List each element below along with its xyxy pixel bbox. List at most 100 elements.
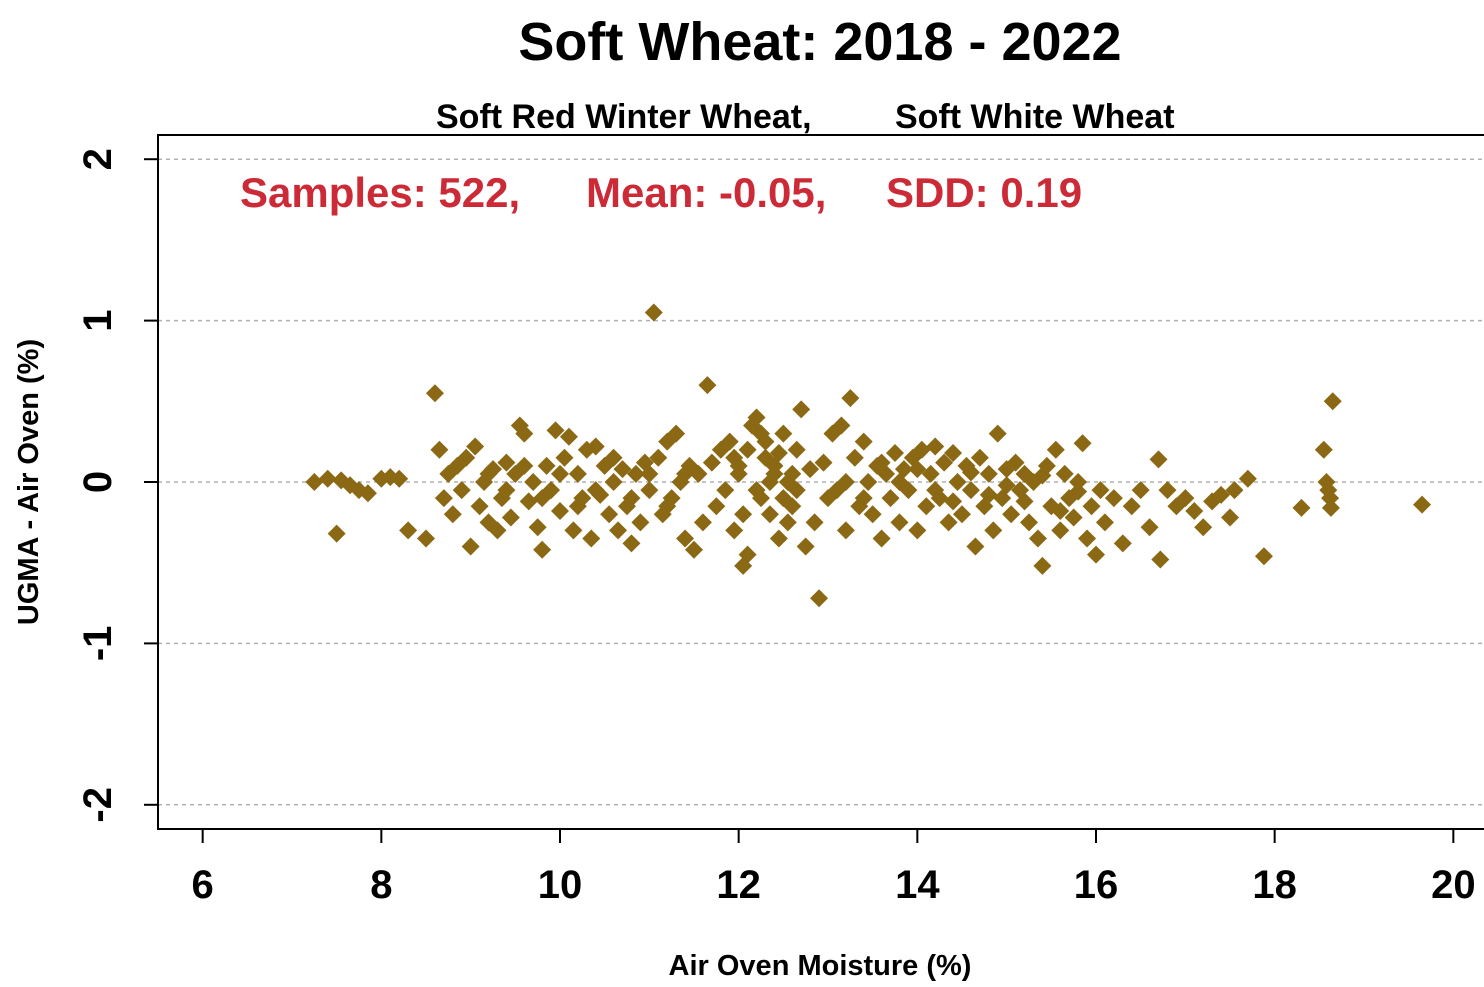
data-point — [586, 481, 605, 500]
stats-annotation: Samples: 522, Mean: -0.05, SDD: 0.19 — [240, 169, 1082, 216]
x-axis-label: Air Oven Moisture (%) — [669, 950, 972, 982]
data-point — [1095, 513, 1114, 532]
data-point — [537, 456, 556, 475]
data-point — [1104, 489, 1123, 508]
stats-sdd: SDD: 0.19 — [886, 169, 1082, 216]
x-tick-label: 16 — [1074, 863, 1119, 907]
data-point — [979, 485, 998, 504]
data-point — [1082, 497, 1101, 516]
data-point — [854, 489, 873, 508]
data-point — [1028, 529, 1047, 548]
data-point — [752, 424, 770, 443]
data-point — [515, 456, 534, 475]
data-point — [769, 529, 788, 548]
data-point — [917, 497, 936, 516]
data-point — [881, 489, 900, 508]
data-point — [1158, 481, 1177, 500]
data-point — [872, 529, 891, 548]
data-point — [810, 589, 829, 608]
data-point — [1046, 440, 1065, 459]
data-point — [604, 473, 623, 491]
data-point — [430, 440, 449, 459]
data-point — [693, 513, 712, 532]
data-point — [1151, 550, 1170, 569]
data-point — [997, 476, 1016, 495]
data-point — [640, 464, 659, 483]
data-point — [832, 416, 851, 435]
data-point — [854, 432, 873, 451]
data-point — [551, 502, 569, 521]
y-tick-label: -1 — [76, 626, 120, 662]
data-point — [716, 481, 735, 500]
data-point — [1020, 513, 1038, 532]
y-axis-ticks: -2 -1 0 1 2 — [76, 148, 158, 823]
data-point — [988, 424, 1007, 443]
data-point — [801, 460, 820, 479]
data-point — [1051, 521, 1070, 540]
data-point — [434, 489, 453, 508]
data-point — [564, 521, 583, 540]
data-point — [528, 518, 547, 537]
data-point — [689, 464, 708, 483]
y-tick-label: 2 — [76, 148, 120, 170]
data-point — [760, 505, 779, 524]
data-point — [1131, 481, 1150, 500]
data-point — [488, 521, 507, 540]
data-point — [1212, 485, 1231, 504]
data-point — [926, 481, 945, 500]
data-point — [734, 505, 753, 524]
data-point — [1078, 529, 1097, 548]
data-point — [568, 497, 587, 516]
data-point — [390, 469, 409, 488]
data-point — [966, 537, 985, 556]
data-point — [1069, 473, 1088, 491]
data-point — [890, 513, 909, 532]
data-point — [1413, 495, 1432, 514]
x-tick-label: 18 — [1252, 863, 1297, 907]
data-point — [961, 481, 980, 500]
data-point — [926, 437, 945, 456]
y-tick-label: 0 — [76, 471, 120, 493]
y-tick-label: -2 — [76, 787, 120, 823]
data-point — [769, 443, 788, 462]
data-point — [533, 489, 552, 508]
data-point — [845, 448, 864, 467]
data-point — [1221, 508, 1239, 527]
data-point — [1176, 489, 1195, 508]
data-point — [461, 537, 480, 556]
data-point — [479, 464, 498, 483]
data-point — [738, 545, 757, 564]
data-point — [984, 521, 1003, 540]
data-point — [796, 537, 815, 556]
data-point — [1113, 534, 1132, 553]
data-point — [305, 473, 324, 491]
data-point — [622, 489, 641, 508]
data-point — [720, 432, 739, 451]
data-point — [1323, 392, 1342, 411]
data-point — [452, 481, 471, 500]
data-point — [1292, 498, 1311, 517]
data-point — [613, 460, 632, 479]
y-axis-label: UGMA - Air Oven (%) — [13, 339, 45, 625]
data-point — [457, 448, 476, 467]
data-point — [841, 389, 860, 408]
data-point — [533, 540, 552, 559]
data-point — [1006, 453, 1025, 472]
x-tick-label: 10 — [538, 863, 583, 907]
data-point — [568, 464, 587, 483]
data-point — [1225, 481, 1244, 500]
chart-subtitle: Soft Red Winter Wheat, Soft White Wheat — [436, 98, 1175, 136]
data-point — [953, 505, 971, 524]
grid-lines — [158, 158, 1484, 806]
data-point — [600, 505, 619, 524]
data-point — [1149, 450, 1168, 469]
x-tick-label: 8 — [370, 863, 392, 907]
data-point — [551, 464, 569, 483]
data-point — [725, 521, 744, 540]
stats-samples: Samples: 522, — [240, 169, 520, 216]
x-tick-label: 14 — [895, 863, 940, 907]
data-point — [702, 453, 721, 472]
data-point — [912, 440, 931, 459]
data-point — [515, 424, 534, 443]
data-point — [318, 469, 337, 488]
